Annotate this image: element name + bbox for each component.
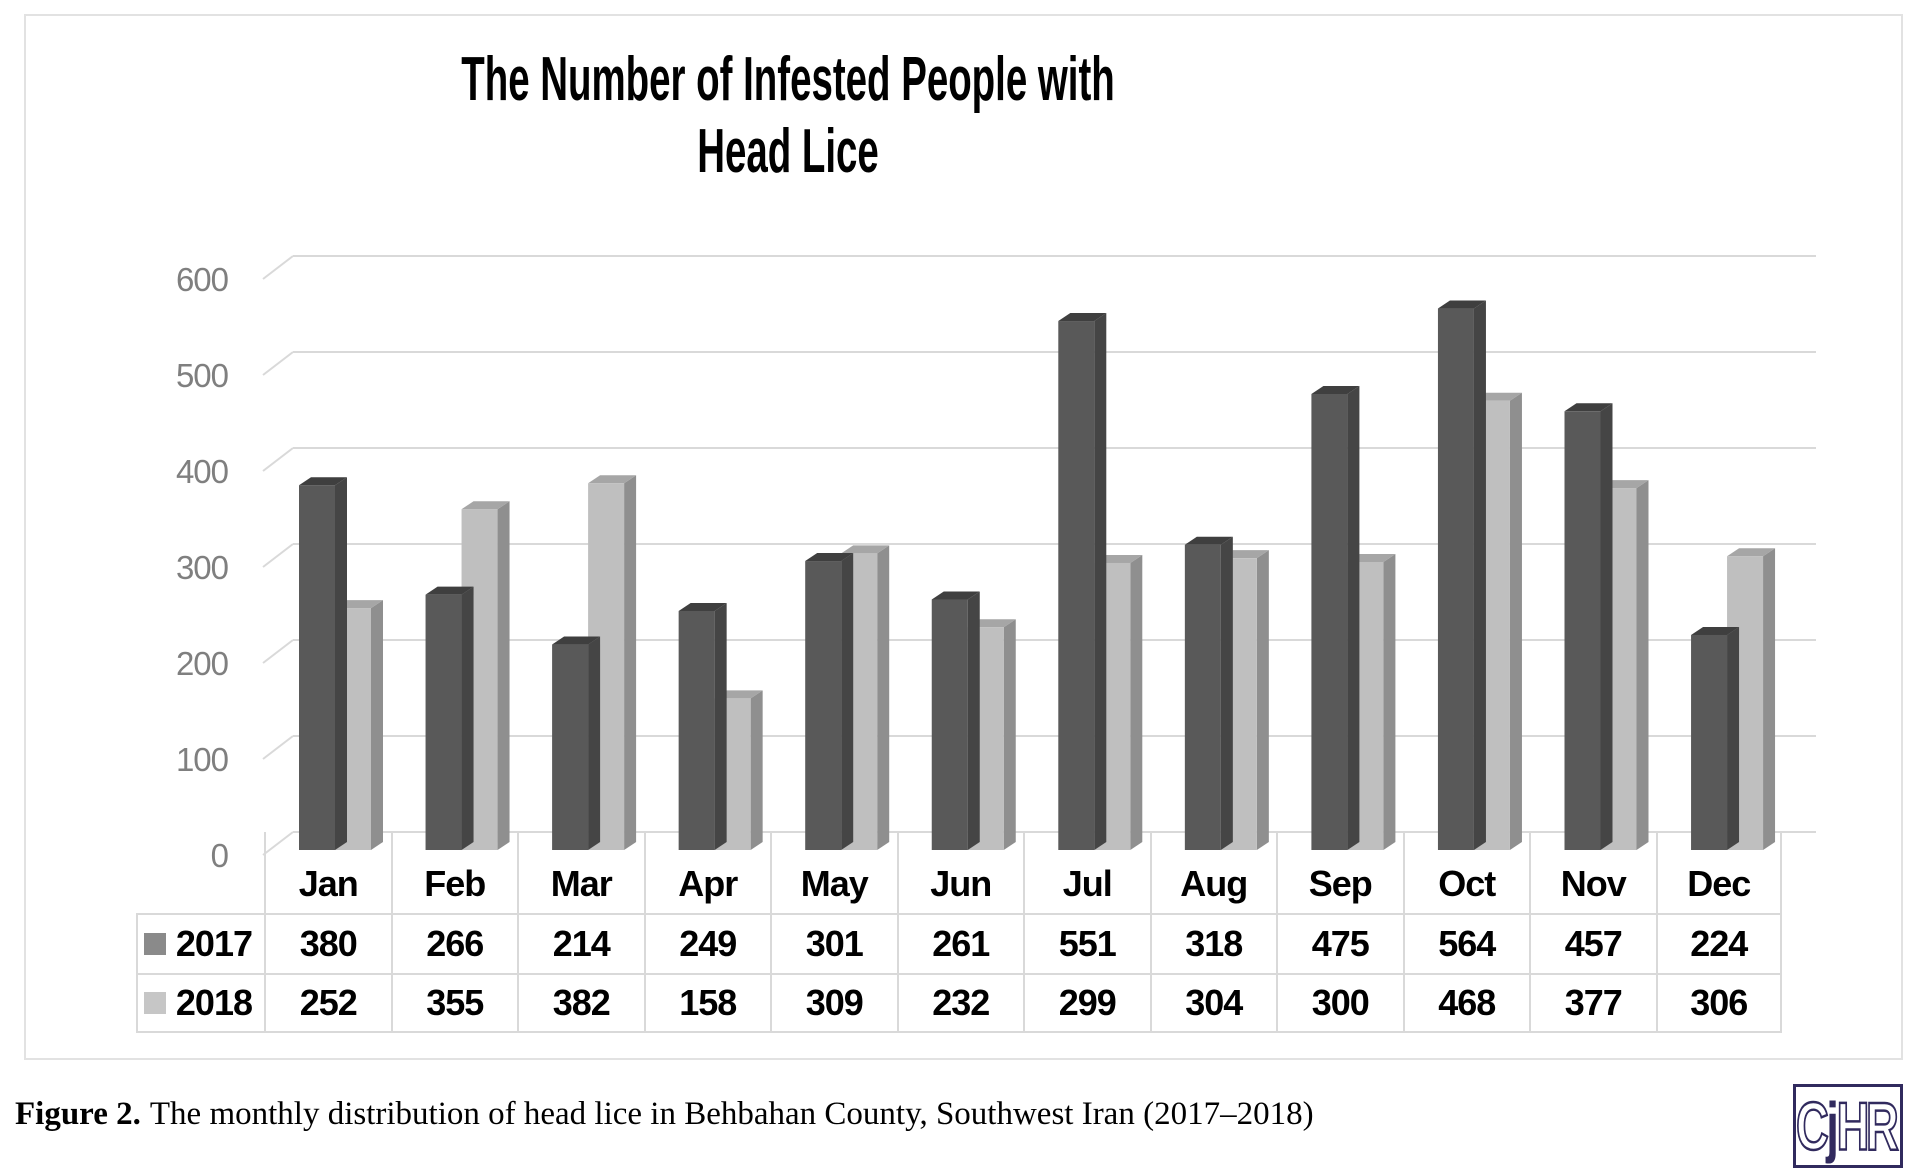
value-2017-Jul: 551	[1023, 913, 1150, 973]
figure-caption-label: Figure 2.	[15, 1096, 141, 1132]
month-header-Jan: Jan	[264, 832, 391, 913]
month-header-Jun: Jun	[896, 832, 1024, 913]
value-2017-May: 301	[770, 913, 897, 973]
month-header-Apr: Apr	[643, 832, 771, 913]
value-2018-Oct: 468	[1402, 973, 1529, 1033]
month-header-Sep: Sep	[1276, 832, 1403, 913]
value-2018-Nov: 377	[1529, 973, 1656, 1033]
value-2018-Dec: 306	[1655, 973, 1782, 1033]
value-2018-Jan: 252	[264, 973, 391, 1033]
month-header-Jul: Jul	[1023, 832, 1150, 913]
value-2018-Mar: 382	[517, 973, 644, 1033]
value-2017-Oct: 564	[1402, 913, 1529, 973]
month-header-Feb: Feb	[390, 832, 518, 913]
value-2017-Jun: 261	[896, 913, 1023, 973]
value-2018-Aug: 304	[1149, 973, 1276, 1033]
legend-row-label-2017: 2017	[136, 913, 264, 973]
value-2018-Apr: 158	[643, 973, 770, 1033]
legend-label-2018: 2018	[175, 982, 253, 1023]
chart-data-table: Jan Feb Mar Apr May Jun Jul Aug Sep Oct Nov Dec 2017…	[136, 832, 1782, 1033]
value-2017-Nov: 457	[1529, 913, 1656, 973]
value-2018-Feb: 355	[390, 973, 517, 1033]
month-header-Mar: Mar	[517, 832, 644, 913]
value-2017-Mar: 214	[517, 913, 644, 973]
logo-letter-j: j	[1825, 1089, 1838, 1164]
logo-letter-R: R	[1866, 1089, 1899, 1164]
month-header-Aug: Aug	[1149, 832, 1277, 913]
legend-swatch-2017	[143, 933, 166, 955]
legend-swatch-2018	[143, 992, 166, 1014]
value-2018-Jul: 299	[1023, 973, 1150, 1033]
month-header-May: May	[770, 832, 897, 913]
month-header-Dec: Dec	[1655, 832, 1782, 913]
legend-label-2017: 2017	[175, 923, 253, 964]
logo-letter-C: C	[1796, 1089, 1829, 1164]
value-2017-Feb: 266	[390, 913, 517, 973]
value-2018-Jun: 232	[896, 973, 1023, 1033]
value-2017-Aug: 318	[1149, 913, 1276, 973]
cjhr-logo-icon: C HRj	[1796, 1088, 1900, 1165]
legend-row-label-2018: 2018	[136, 973, 264, 1033]
chart-title-line1: The Number of Infested People with	[461, 45, 1115, 114]
value-2017-Jan: 380	[264, 913, 391, 973]
value-2017-Apr: 249	[643, 913, 770, 973]
figure-caption: Figure 2. The monthly distribution of hea…	[15, 1096, 1314, 1133]
month-header-Oct: Oct	[1402, 832, 1530, 913]
table-corner-cell	[136, 832, 264, 913]
chart-title: The Number of Infested People with Head …	[261, 44, 1315, 188]
value-2018-Sep: 300	[1276, 973, 1403, 1033]
value-2017-Sep: 475	[1276, 913, 1403, 973]
figure-caption-text: The monthly distribution of head lice in…	[149, 1096, 1314, 1132]
logo-letter-H: H	[1837, 1089, 1870, 1164]
value-2018-May: 309	[770, 973, 897, 1033]
chart-title-line2: Head Lice	[697, 117, 879, 186]
value-2017-Dec: 224	[1655, 913, 1782, 973]
month-header-Nov: Nov	[1529, 832, 1656, 913]
